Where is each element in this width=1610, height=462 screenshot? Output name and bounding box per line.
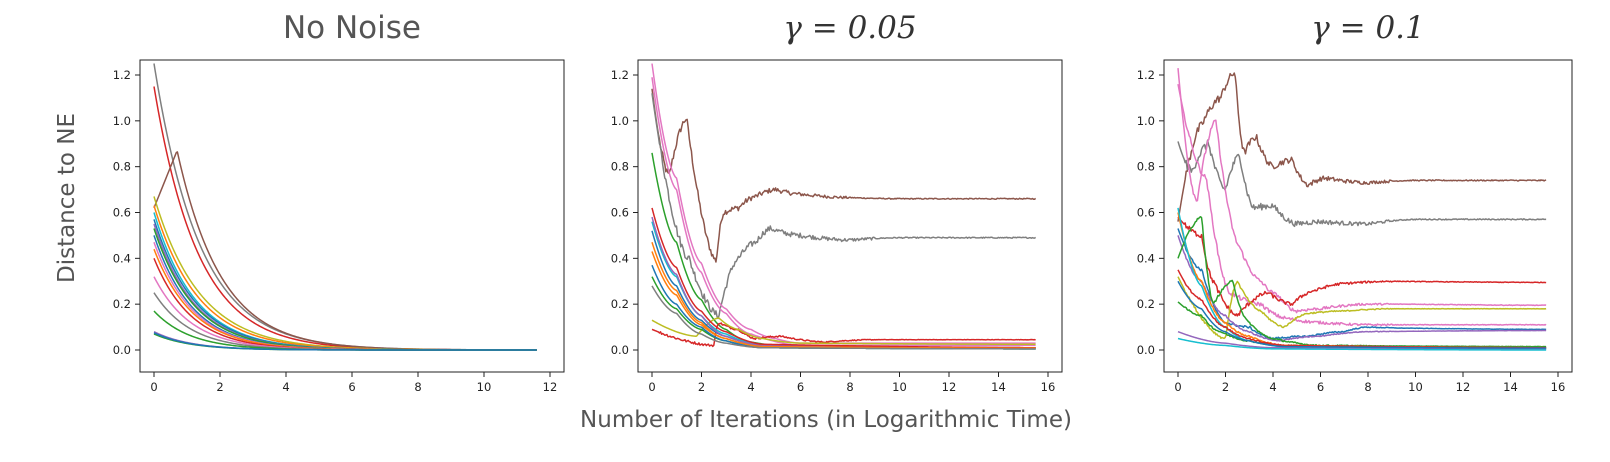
x-tick-label: 14: [1503, 380, 1518, 394]
x-tick-label: 0: [648, 380, 655, 394]
x-tick-label: 4: [747, 380, 754, 394]
y-tick-label: 1.0: [611, 114, 629, 128]
x-tick-label: 8: [846, 380, 853, 394]
y-tick-label: 0.6: [1137, 206, 1155, 220]
x-tick-label: 12: [1456, 380, 1471, 394]
series-line-5: [1177, 216, 1547, 317]
y-tick-label: 1.0: [1137, 114, 1155, 128]
series-line-8: [1177, 235, 1547, 342]
series-line-16: [1177, 280, 1547, 349]
y-tick-label: 0.0: [611, 343, 629, 357]
chart-panel-2: γ = 0.05 0 2 4 6 8 10 12 14 16 0.0 0.2 0.4 0.6 0.8 1.0 1…: [611, 10, 1063, 394]
x-tick-label: 2: [698, 380, 705, 394]
chart-title: γ = 0.1: [1311, 10, 1425, 46]
series-line-1: [651, 88, 1037, 263]
y-tick-label: 0.0: [1137, 343, 1155, 357]
series-line-7: [651, 317, 1036, 346]
series-line-9: [153, 228, 537, 351]
x-tick-label: 8: [414, 380, 421, 394]
x-tick-label: 10: [1408, 380, 1423, 394]
y-tick-label: 1.0: [113, 114, 131, 128]
x-tick-label: 6: [797, 380, 804, 394]
y-tick-label: 0.6: [113, 206, 131, 220]
x-tick-label: 14: [991, 380, 1006, 394]
y-tick-label: 0.6: [611, 206, 629, 220]
x-tick-label: 6: [348, 380, 355, 394]
chart-title: No Noise: [283, 10, 421, 46]
y-tick-label: 0.0: [113, 343, 131, 357]
y-tick-label: 1.2: [611, 68, 629, 82]
x-tick-label: 0: [1174, 380, 1181, 394]
y-tick-label: 0.8: [611, 160, 629, 174]
y-tick-label: 0.8: [1137, 160, 1155, 174]
x-tick-label: 8: [1364, 380, 1371, 394]
series-line-14: [1177, 337, 1547, 351]
chart-panel-3: γ = 0.1 0 2 4 6 8 10 12 14 16 0.0 0.2 0.4 0.6 0.8 1.0 1.…: [1137, 10, 1573, 394]
y-axis-label: Distance to NE: [54, 113, 80, 283]
series-line-19: [153, 332, 537, 351]
series-line-8: [153, 223, 537, 351]
y-tick-label: 0.2: [611, 297, 629, 311]
y-tick-label: 1.2: [113, 68, 131, 82]
series-line-3: [651, 63, 1036, 344]
series-line-4: [1177, 84, 1547, 327]
x-tick-label: 16: [1551, 380, 1566, 394]
y-tick-label: 0.8: [113, 160, 131, 174]
chart-panel-1: No Noise 0 2 4 6 8 10 12 0.0 0.2 0.4 0.6 0.8 1.0 1.2: [113, 10, 565, 394]
x-tick-label: 10: [892, 380, 907, 394]
series-line-2: [1177, 139, 1547, 228]
x-tick-label: 4: [1269, 380, 1276, 394]
x-tick-label: 12: [942, 380, 957, 394]
y-tick-label: 1.2: [1137, 68, 1155, 82]
series-line-1: [1177, 72, 1547, 222]
y-tick-label: 0.2: [1137, 297, 1155, 311]
x-tick-label: 4: [282, 380, 289, 394]
series-line-16: [651, 285, 1036, 350]
x-tick-label: 2: [216, 380, 223, 394]
y-tick-label: 0.4: [113, 251, 131, 265]
x-axis-label: Number of Iterations (in Logarithmic Tim…: [580, 407, 1072, 433]
series-line-7: [1177, 228, 1547, 340]
x-tick-label: 2: [1222, 380, 1229, 394]
chart-title: γ = 0.05: [783, 10, 916, 46]
series-line-13: [153, 258, 537, 351]
series-line-2: [651, 93, 1037, 320]
x-tick-label: 0: [150, 380, 157, 394]
x-tick-label: 10: [477, 380, 492, 394]
y-tick-label: 0.4: [611, 251, 629, 265]
y-tick-label: 0.2: [113, 297, 131, 311]
y-tick-label: 0.4: [1137, 251, 1155, 265]
x-tick-label: 6: [1317, 380, 1324, 394]
series-line-10: [153, 235, 537, 351]
x-tick-label: 12: [543, 380, 558, 394]
x-tick-label: 16: [1041, 380, 1056, 394]
series-line-14: [153, 276, 537, 351]
series-line-3: [1177, 68, 1547, 314]
series-line-6: [1177, 276, 1547, 340]
